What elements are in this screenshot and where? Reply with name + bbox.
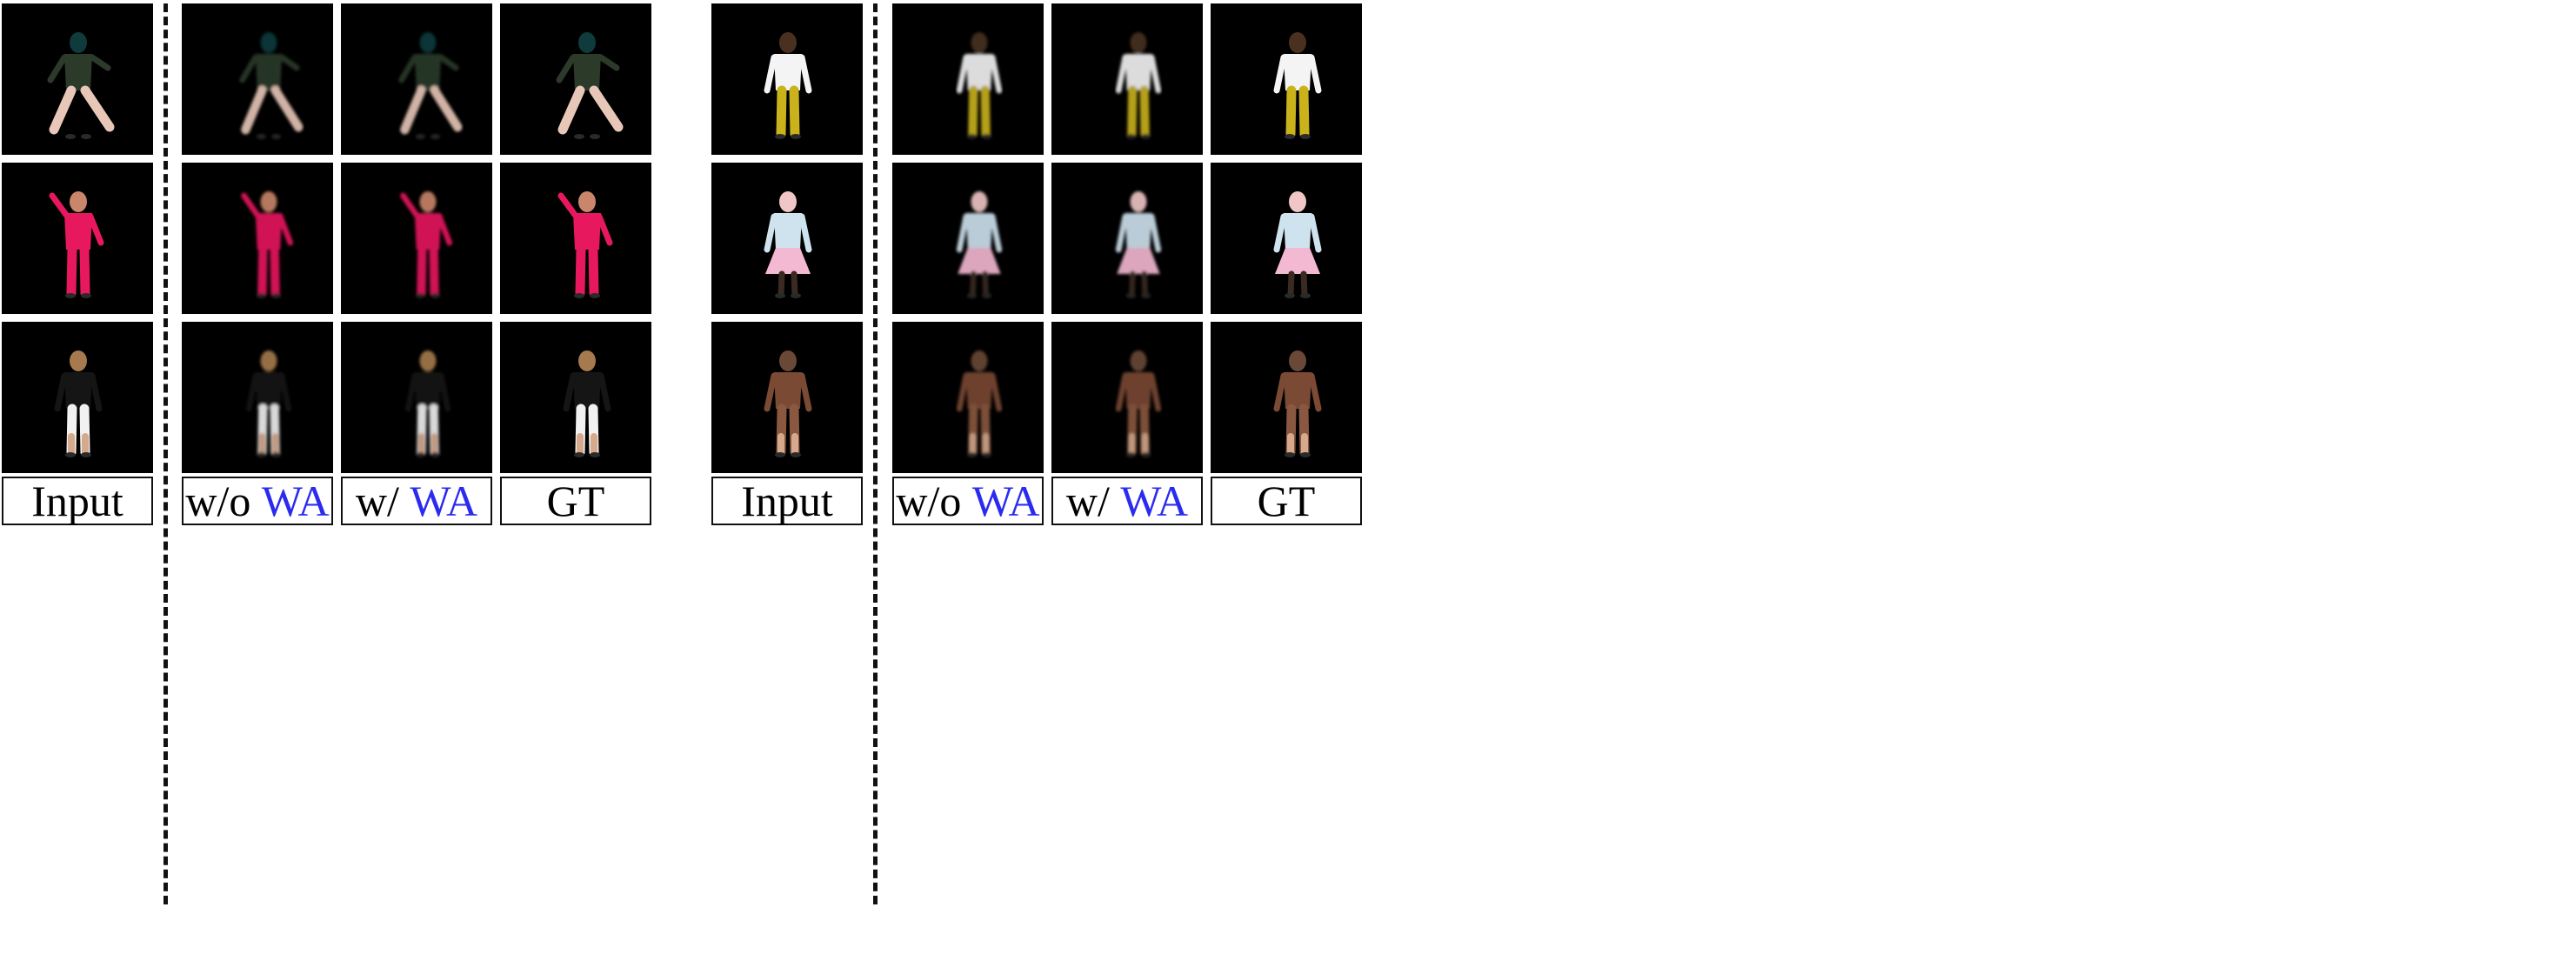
label-without-wa-b: w/o WA — [892, 477, 1044, 525]
person-figure — [1115, 191, 1162, 298]
person-figure — [1273, 191, 1322, 298]
person-figure — [1273, 32, 1322, 139]
person-figure — [563, 350, 611, 457]
label-gt-text: GT — [1257, 477, 1316, 525]
label-gt-a: GT — [500, 477, 651, 525]
label-wa-text: WA — [410, 477, 478, 525]
person-figure — [47, 32, 115, 139]
label-with-text: w/ — [1065, 477, 1110, 525]
input-image-r2-b — [711, 163, 863, 314]
label-without-text: w/o — [896, 477, 962, 525]
label-with-wa-b: w/ WA — [1051, 477, 1203, 525]
person-figure — [245, 350, 292, 457]
person-figure — [764, 191, 812, 298]
label-without-wa-a: w/o WA — [182, 477, 333, 525]
input-image-r1-a — [2, 3, 153, 155]
label-input-text: Input — [31, 477, 123, 525]
input-image-r3-a — [2, 322, 153, 473]
person-figure — [1115, 350, 1162, 457]
wo-wa-image-r1-a — [182, 3, 333, 155]
input-image-r1-b — [711, 3, 863, 155]
person-figure — [956, 191, 1003, 298]
person-figure — [54, 350, 103, 457]
label-with-text: w/ — [355, 477, 399, 525]
wo-wa-image-r1-b — [892, 3, 1044, 155]
wo-wa-image-r3-b — [892, 322, 1044, 473]
wo-wa-image-r3-a — [182, 322, 333, 473]
person-figure — [557, 191, 613, 298]
person-figure — [956, 32, 1003, 139]
gt-image-r3-a — [500, 322, 651, 473]
person-figure — [956, 350, 1003, 457]
gt-image-r1-a — [500, 3, 651, 155]
label-wa-text: WA — [971, 477, 1040, 525]
person-figure — [764, 350, 812, 457]
w-wa-image-r1-a — [341, 3, 492, 155]
label-input-b: Input — [711, 477, 863, 525]
w-wa-image-r3-b — [1051, 322, 1203, 473]
person-figure — [239, 32, 304, 139]
w-wa-image-r1-b — [1051, 3, 1203, 155]
dashed-separator-b — [873, 3, 878, 904]
gt-image-r1-b — [1211, 3, 1362, 155]
label-input-text: Input — [741, 477, 833, 525]
person-figure — [404, 350, 451, 457]
gt-image-r2-b — [1211, 163, 1362, 314]
label-with-wa-a: w/ WA — [341, 477, 492, 525]
person-figure — [398, 32, 463, 139]
input-image-r2-a — [2, 163, 153, 314]
person-figure — [1115, 32, 1162, 139]
person-figure — [764, 32, 812, 139]
w-wa-image-r2-a — [341, 163, 492, 314]
person-figure — [400, 191, 453, 298]
label-wa-text: WA — [1120, 477, 1189, 525]
person-figure — [556, 32, 624, 139]
label-gt-b: GT — [1211, 477, 1362, 525]
person-figure — [241, 191, 294, 298]
person-figure — [49, 191, 104, 298]
wo-wa-image-r2-a — [182, 163, 333, 314]
dashed-separator-a — [164, 3, 168, 904]
w-wa-image-r3-a — [341, 322, 492, 473]
label-wa-text: WA — [261, 477, 330, 525]
label-without-text: w/o — [185, 477, 251, 525]
wo-wa-image-r2-b — [892, 163, 1044, 314]
w-wa-image-r2-b — [1051, 163, 1203, 314]
label-input-a: Input — [2, 477, 153, 525]
gt-image-r3-b — [1211, 322, 1362, 473]
person-figure — [1273, 350, 1322, 457]
label-gt-text: GT — [546, 477, 605, 525]
gt-image-r2-a — [500, 163, 651, 314]
input-image-r3-b — [711, 322, 863, 473]
